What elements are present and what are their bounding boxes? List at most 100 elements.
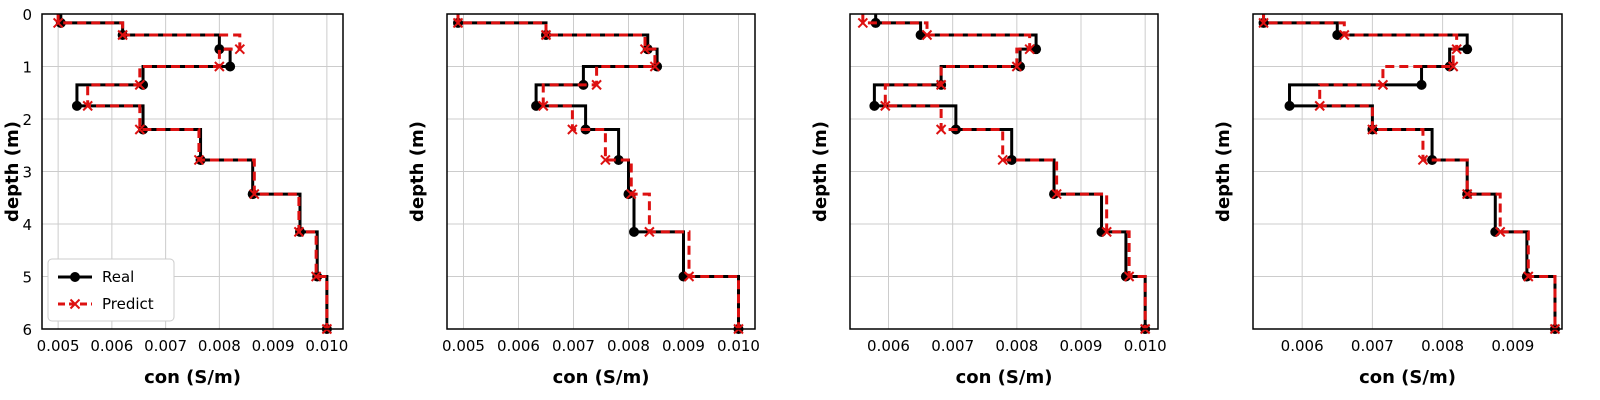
data-point-real — [1006, 154, 1017, 165]
data-point-predict — [1367, 124, 1378, 135]
plot-frame — [41, 13, 344, 330]
x-tick-label: 0.007 — [552, 337, 595, 355]
data-point-predict — [1494, 226, 1506, 238]
data-point-predict — [921, 29, 933, 41]
data-point-predict — [134, 79, 146, 91]
y-axis-label: depth (m) — [1213, 121, 1234, 222]
legend-marker-real — [70, 272, 80, 282]
data-point-real — [1284, 100, 1295, 111]
x-tick-label: 0.008 — [995, 337, 1038, 355]
x-tick-label: 0.008 — [607, 337, 650, 355]
x-tick-label: 0.005 — [442, 337, 485, 355]
data-point-real — [613, 154, 624, 165]
legend-label-real: Real — [102, 268, 134, 286]
y-tick-label: 0 — [22, 6, 32, 24]
data-point-predict — [626, 188, 637, 200]
x-tick-label: 0.006 — [90, 337, 133, 355]
data-point-predict — [310, 271, 322, 282]
data-point-predict — [1339, 29, 1350, 41]
x-tick-label: 0.010 — [1124, 337, 1167, 355]
y-tick-label: 3 — [22, 164, 32, 182]
data-point-real — [915, 30, 926, 40]
data-point-predict — [538, 100, 549, 112]
y-tick-label: 5 — [22, 269, 32, 287]
x-tick-label: 0.007 — [144, 337, 187, 355]
data-point-predict — [639, 43, 651, 55]
data-point-predict — [452, 17, 464, 29]
series-line-predict — [56, 14, 329, 329]
y-tick-label: 2 — [22, 111, 32, 129]
x-tick-label: 0.009 — [1491, 337, 1534, 355]
x-tick-label: 0.008 — [198, 337, 241, 355]
data-point-real — [678, 271, 689, 282]
data-point-real — [247, 189, 258, 200]
data-point-predict — [644, 226, 655, 238]
data-point-real — [869, 100, 880, 111]
x-tick-label: 0.010 — [717, 337, 760, 355]
data-point-real — [1416, 79, 1427, 90]
y-tick-label: 6 — [22, 321, 32, 339]
data-point-predict — [935, 124, 947, 135]
x-tick-label: 0.005 — [37, 337, 80, 355]
legend-box — [47, 258, 175, 322]
data-point-real — [225, 61, 236, 72]
y-axis-label: depth (m) — [810, 121, 831, 222]
data-point-predict — [1258, 17, 1269, 29]
x-axis-label: con (S/m) — [1359, 367, 1456, 388]
x-tick-label: 0.007 — [1351, 337, 1394, 355]
data-point-predict — [1011, 61, 1023, 72]
x-tick-label: 0.006 — [867, 337, 910, 355]
data-point-predict — [82, 100, 93, 112]
x-axis-label: con (S/m) — [144, 367, 241, 388]
data-point-real — [1332, 30, 1343, 40]
data-point-predict — [935, 79, 947, 91]
data-point-predict — [880, 100, 891, 112]
legend-label-predict: Predict — [102, 295, 154, 313]
chart-panel-2: 0.005 0.006 0.007 0.008 0.009 0.010 con (S/m) d… — [407, 13, 760, 388]
data-point-real — [71, 100, 82, 111]
data-point-predict — [1024, 43, 1035, 55]
data-point-predict — [997, 154, 1008, 166]
data-point-predict — [293, 226, 305, 238]
x-tick-label: 0.009 — [662, 337, 705, 355]
series-line-real — [456, 14, 740, 329]
chart-panel-1: 0.005 0.006 0.007 0.008 0.009 0.010 0 1 2 3 4 5 6 con… — [2, 6, 348, 388]
chart-panel-4: 0.006 0.007 0.008 0.009 con (S/m) depth (m) — [1213, 13, 1563, 388]
data-point-predict — [117, 29, 128, 41]
data-point-real — [1462, 44, 1473, 55]
data-point-predict — [1447, 61, 1459, 72]
data-point-predict — [52, 17, 64, 29]
x-tick-label: 0.009 — [252, 337, 295, 355]
x-axis-label: con (S/m) — [956, 367, 1053, 388]
series-line-predict — [1262, 14, 1557, 329]
y-axis-label: depth (m) — [407, 121, 428, 222]
data-point-predict — [857, 17, 869, 29]
plot-frame — [446, 13, 756, 330]
x-tick-label: 0.007 — [931, 337, 974, 355]
data-point-predict — [649, 61, 661, 72]
data-point-predict — [1417, 154, 1429, 166]
data-point-predict — [1101, 226, 1112, 238]
y-axis-label: depth (m) — [2, 121, 23, 222]
data-point-real — [629, 226, 639, 237]
data-point-predict — [683, 271, 695, 282]
x-tick-label: 0.008 — [1421, 337, 1464, 355]
data-point-predict — [234, 43, 246, 55]
data-point-predict — [1314, 100, 1325, 112]
plot-frame — [849, 13, 1159, 330]
chart-panel-3: 0.006 0.007 0.008 0.009 0.010 con (S/m) depth … — [810, 13, 1167, 388]
data-point-real — [1031, 44, 1042, 55]
legend-marker-predict — [69, 298, 81, 310]
data-point-predict — [1523, 271, 1534, 282]
data-point-real — [531, 100, 542, 111]
data-point-predict — [540, 29, 552, 41]
data-point-predict — [600, 154, 611, 166]
data-point-predict — [1461, 188, 1473, 200]
x-tick-label: 0.006 — [1281, 337, 1324, 355]
data-point-predict — [134, 124, 146, 135]
plot-frame — [1252, 13, 1563, 330]
x-tick-label: 0.009 — [1060, 337, 1103, 355]
data-point-predict — [1451, 43, 1462, 55]
x-tick-label: 0.006 — [497, 337, 540, 355]
